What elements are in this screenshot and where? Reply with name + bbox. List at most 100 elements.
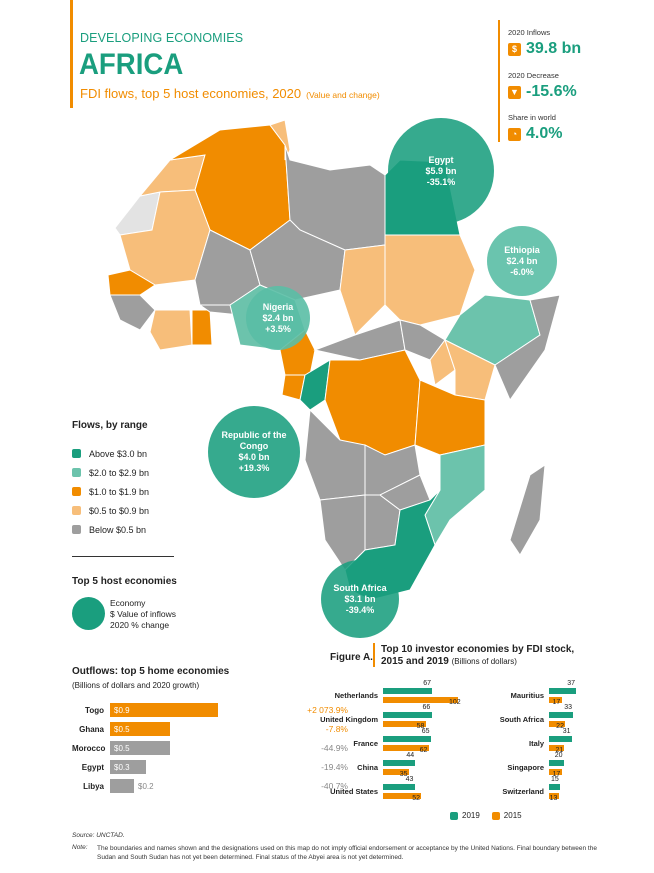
legend-label: $1.0 to $1.9 bn — [89, 486, 150, 497]
top5-title: Top 5 host economies — [72, 576, 177, 587]
bar-2019 — [549, 784, 561, 790]
outflow-bar: $0.5 — [110, 722, 170, 736]
subtitle-note: (Value and change) — [306, 90, 380, 100]
figure-title-line: Top 10 investor economies by FDI stock, — [381, 644, 575, 655]
investor-name: United States — [330, 787, 378, 796]
legend-swatch — [491, 811, 500, 820]
figure-accent-bar — [373, 643, 375, 667]
outflow-bar: $0.9 — [110, 703, 218, 717]
investor-row: France 65 62 — [0, 728, 654, 756]
bubble-change: -6.0% — [510, 266, 534, 277]
bar-2019 — [549, 736, 572, 742]
page-title: AFRICA — [79, 48, 184, 81]
map-chad — [339, 244, 386, 336]
bubble-name: Ethiopia — [504, 244, 540, 255]
pie-icon: ◔ — [508, 127, 521, 141]
figure-title-line: 2015 and 2019 — [381, 656, 449, 667]
outflow-change: -40.7% — [321, 781, 348, 791]
map-senegal — [107, 269, 156, 296]
top5-key-line: Economy — [110, 598, 146, 608]
investor-name: Mauritius — [510, 691, 544, 700]
map-ghana — [191, 309, 213, 346]
investor-row: United Kingdom 66 58 — [0, 704, 654, 732]
outflow-change: +2 073.9% — [307, 705, 348, 715]
outflow-bar: $0.3 — [110, 760, 146, 774]
bar-2015 — [549, 745, 565, 751]
figure-title: Top 10 investor economies by FDI stock, … — [381, 644, 574, 668]
data-label-2019: 15 — [551, 776, 559, 783]
legend-item-2019: 2019 — [450, 811, 480, 820]
source-note: Source: UNCTAD. — [72, 832, 125, 839]
data-label-2019: 66 — [422, 704, 431, 711]
investor-name: France — [353, 739, 378, 748]
bubble-name: Egypt — [428, 154, 454, 165]
bar-2015 — [549, 769, 562, 775]
bubble-ethiopia: Ethiopia $2.4 bn -6.0% — [487, 226, 557, 296]
outflow-country: Egypt — [81, 762, 104, 772]
investor-row: South Africa 33 22 — [0, 704, 654, 732]
kpi-decrease: 2020 Decrease ▼ -15.6% — [508, 71, 577, 101]
kpi-inflows: 2020 Inflows $39.8 bn — [508, 28, 581, 58]
bubble-name: Nigeria — [262, 301, 294, 312]
bar-2015 — [383, 745, 429, 751]
map-mozambique — [424, 444, 486, 547]
bar-2019 — [549, 712, 574, 718]
outflow-row: Egypt $0.3 -19.4% — [72, 760, 348, 774]
legend-item: $1.0 to $1.9 bn — [72, 482, 149, 501]
map-sudan — [384, 234, 476, 326]
investor-name: South Africa — [499, 715, 544, 724]
data-label-2015: 35 — [399, 771, 408, 778]
bubble-value: $4.0 bn — [238, 452, 270, 462]
bar-2019 — [383, 760, 416, 766]
data-label-2015: 13 — [549, 795, 558, 802]
outflow-row: Libya $0.2 -40.7% — [72, 779, 348, 793]
top5-key-line: $ Value of inflows — [110, 609, 176, 619]
investor-name: Netherlands — [334, 691, 378, 700]
legend-item: $2.0 to $2.9 bn — [72, 463, 149, 482]
data-label-2019: 67 — [423, 680, 432, 687]
outflow-country: Ghana — [79, 724, 104, 734]
legend-item-2015: 2015 — [491, 811, 522, 820]
region-label: DEVELOPING ECONOMIES — [80, 31, 244, 45]
africa-map — [107, 119, 561, 601]
data-label-2019: 20 — [554, 752, 563, 759]
investor-row: Switzerland 15 13 — [0, 776, 654, 804]
investor-name: Switzerland — [502, 787, 544, 796]
legend-item: Below $0.5 bn — [72, 520, 149, 539]
legend: Above $3.0 bn $2.0 to $2.9 bn $1.0 to $1… — [72, 444, 149, 539]
outflows-title: Outflows: top 5 home economies — [72, 666, 230, 677]
kpi-value: -15.6% — [526, 83, 577, 100]
bar-2019 — [383, 712, 432, 718]
legend-label: $2.0 to $2.9 bn — [89, 467, 150, 478]
data-label-2019: 65 — [421, 728, 430, 735]
bar-2015 — [383, 793, 422, 799]
legend-swatch — [72, 506, 81, 515]
bar-2015 — [383, 769, 409, 775]
legend-swatch — [72, 525, 81, 534]
data-label-2015: 22 — [556, 723, 564, 730]
legend-label: 2015 — [503, 811, 522, 820]
top5-key-text: Economy $ Value of inflows 2020 % change — [110, 598, 176, 631]
map-guinea — [109, 294, 156, 331]
divider — [72, 556, 174, 557]
figure-title-note: (Billions of dollars) — [451, 657, 517, 666]
investor-row: Netherlands 67 102 — [0, 680, 654, 708]
bubble-change: -35.1% — [426, 176, 456, 187]
bubble-egypt: Egypt $5.9 bn -35.1% — [388, 118, 494, 224]
outflow-change: -7.8% — [325, 724, 348, 734]
note-text: The boundaries and names shown and the d… — [97, 845, 597, 861]
bubble-change: -39.4% — [345, 604, 375, 615]
bar-2019 — [383, 736, 431, 742]
legend-label: Above $3.0 bn — [89, 448, 148, 459]
data-label-2015: 58 — [416, 723, 425, 730]
data-label-2019: 31 — [562, 728, 571, 735]
data-label-2015: 62 — [419, 747, 428, 754]
bubble-name: Republic of the Congo — [221, 430, 287, 451]
bar-2019 — [383, 688, 433, 694]
investor-name: China — [357, 763, 378, 772]
legend-title: Flows, by range — [72, 420, 148, 431]
outflow-country: Morocco — [72, 743, 106, 753]
data-label-2015: 102 — [449, 699, 461, 706]
legend-swatch — [72, 449, 81, 458]
map-cote-divoire — [149, 309, 193, 351]
